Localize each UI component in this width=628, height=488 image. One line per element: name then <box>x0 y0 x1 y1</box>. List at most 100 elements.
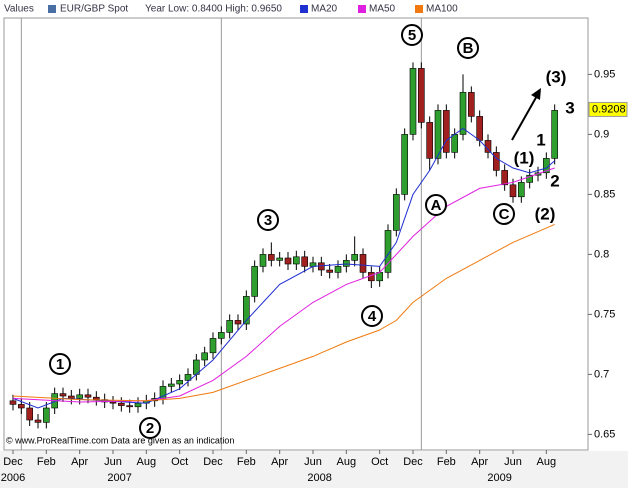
annotation-circle <box>361 305 383 327</box>
candle-body <box>84 394 92 398</box>
annotation: 2 <box>146 420 154 437</box>
candle-body <box>418 68 425 123</box>
candle-body <box>393 194 400 231</box>
annotation-circle <box>49 353 71 375</box>
candle-body <box>284 257 292 265</box>
annotation: 1 <box>56 356 64 373</box>
candle-body <box>176 380 183 385</box>
x-tick-label: Aug <box>537 456 557 468</box>
candle-body <box>276 257 283 261</box>
candle-body <box>184 374 192 381</box>
x-tick-label: Aug <box>337 456 357 468</box>
candle-body <box>26 407 33 421</box>
x-tick-label: Jun <box>104 456 122 468</box>
y-tick-label: 0.9 <box>594 128 609 140</box>
y-tick-label: 0.85 <box>594 188 615 200</box>
candle-body <box>359 254 367 273</box>
x-axis-band <box>0 451 628 488</box>
candle-body <box>218 332 225 339</box>
candle-body <box>459 92 467 135</box>
candle-body <box>334 266 342 273</box>
candle-body <box>43 407 50 423</box>
candle-body <box>109 401 117 404</box>
x-tick-label: Feb <box>437 456 456 468</box>
annotation: 3 <box>565 98 574 117</box>
annotation: B <box>463 40 474 57</box>
candle-body <box>518 182 525 198</box>
moving-average-line <box>12 167 555 403</box>
y-tick-label: 0.8 <box>594 248 609 260</box>
annotation: 2 <box>550 171 559 190</box>
candle-body <box>493 152 500 171</box>
candle-body <box>326 269 333 273</box>
plot-area <box>3 17 589 451</box>
candle-body <box>443 110 450 153</box>
candle-body <box>259 254 267 267</box>
candle-body <box>201 352 208 361</box>
candle-body <box>434 110 442 159</box>
annotation-circle <box>425 194 447 216</box>
annotation: A <box>431 197 442 214</box>
candle-body <box>268 254 275 261</box>
y-tick-label: 0.7 <box>594 368 609 380</box>
candle-body <box>351 254 358 261</box>
legend-entry: MA20 <box>311 4 338 15</box>
legend-instrument: EUR/GBP Spot <box>60 4 128 15</box>
candle-body <box>226 320 233 333</box>
legend-label: Values <box>4 4 34 15</box>
annotation: C <box>499 206 510 223</box>
candle-body <box>526 174 533 183</box>
candle-body <box>168 383 175 387</box>
legend-entry: MA50 <box>369 4 396 15</box>
candle-body <box>476 116 483 141</box>
candle-body <box>93 396 100 400</box>
legend-entry: MA100 <box>426 4 458 15</box>
annotation-circle <box>257 209 279 231</box>
annotation: (2) <box>535 204 556 223</box>
candle-body <box>76 394 83 399</box>
annotation-circle <box>401 24 423 46</box>
legend-swatch <box>300 5 308 13</box>
candle-body <box>126 405 133 408</box>
year-label: 2009 <box>487 472 511 484</box>
candle-body <box>293 256 300 265</box>
candle-body <box>18 404 25 409</box>
annotation: 1 <box>536 130 545 149</box>
candle-body <box>426 122 433 159</box>
y-tick-label: 0.65 <box>594 428 615 440</box>
candle-body <box>409 68 417 135</box>
candle-body <box>343 260 350 267</box>
candle-body <box>301 256 308 267</box>
candle-body <box>451 134 458 153</box>
legend-swatch <box>358 5 366 13</box>
annotation: (3) <box>546 67 567 86</box>
candle-body <box>243 296 250 325</box>
legend-swatch <box>48 5 56 13</box>
last-price-box <box>588 101 628 117</box>
annotation-circle <box>139 417 161 439</box>
x-tick-label: Aug <box>137 456 157 468</box>
last-price-label: 0.9208 <box>592 103 626 115</box>
x-tick-label: Dec <box>3 456 23 468</box>
annotation-circle <box>493 203 515 225</box>
candle-body <box>134 402 142 408</box>
x-tick-label: Feb <box>37 456 56 468</box>
candle-body <box>509 184 517 198</box>
candle-body <box>34 419 42 423</box>
x-tick-label: Jun <box>304 456 322 468</box>
candle-body <box>118 402 125 406</box>
annotation-circle <box>457 37 479 59</box>
arrow-head <box>531 88 541 100</box>
candle-body <box>209 338 217 354</box>
arrow-shaft <box>511 93 539 141</box>
legend-swatch <box>415 5 423 13</box>
annotation: (1) <box>514 148 535 167</box>
x-tick-label: Jun <box>504 456 522 468</box>
x-tick-label: Apr <box>71 456 88 468</box>
year-label: 2006 <box>1 472 25 484</box>
annotation: 4 <box>368 308 377 325</box>
y-tick-label: 0.95 <box>594 68 615 80</box>
x-tick-label: Apr <box>271 456 288 468</box>
candle-body <box>551 110 558 159</box>
candle-body <box>234 320 242 325</box>
